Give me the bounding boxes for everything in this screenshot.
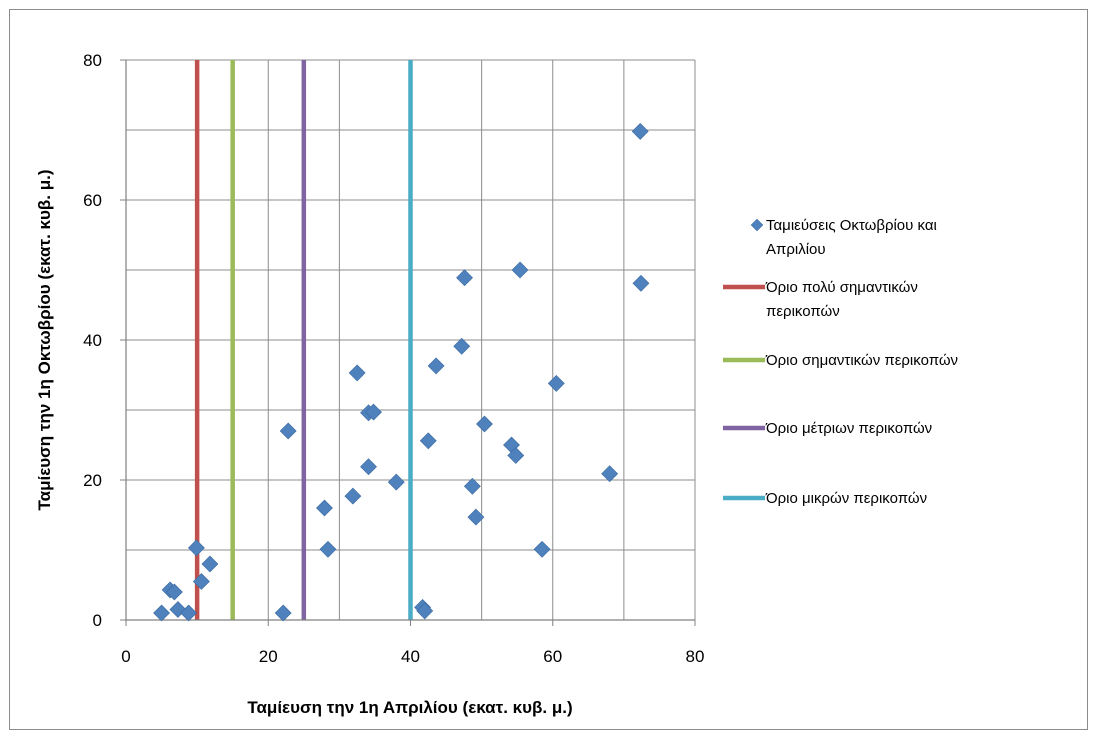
scatter-point bbox=[467, 508, 485, 526]
scatter-point bbox=[344, 487, 362, 505]
scatter-point bbox=[601, 465, 619, 483]
y-tick-label: 60 bbox=[83, 191, 102, 210]
axes: 0 20 40 60 80 0 20 40 60 80 bbox=[83, 51, 704, 666]
scatter-point bbox=[187, 539, 205, 557]
x-tick-label: 60 bbox=[543, 647, 562, 666]
x-tick-label: 40 bbox=[401, 647, 420, 666]
scatter-point bbox=[533, 540, 551, 558]
legend-label: Όριο μικρών περικοπών bbox=[765, 490, 927, 507]
y-tick-label: 0 bbox=[93, 611, 102, 630]
scatter-point bbox=[365, 403, 382, 421]
scatter-point bbox=[453, 337, 471, 355]
x-axis-title: Ταμίευση την 1η Απριλίου (εκατ. κυβ. μ.) bbox=[247, 698, 572, 717]
y-axis-title: Ταμίευση την 1η Οκτωβρίου (εκατ. κυβ. μ.… bbox=[35, 169, 54, 510]
scatter-point bbox=[274, 604, 292, 622]
y-tick-label: 20 bbox=[83, 471, 102, 490]
scatter-point bbox=[427, 357, 445, 375]
legend-label: Όριο μέτριων περικοπών bbox=[765, 420, 932, 437]
scatter-point bbox=[416, 602, 434, 620]
scatter-point bbox=[387, 473, 405, 491]
y-tick-label: 80 bbox=[83, 51, 102, 70]
legend-label: Όριο πολύ σημαντικών περικοπών bbox=[765, 279, 918, 320]
x-tick-label: 80 bbox=[686, 647, 705, 666]
scatter-point bbox=[319, 540, 337, 558]
scatter-point bbox=[511, 261, 529, 279]
scatter-point bbox=[547, 374, 565, 392]
legend-marker bbox=[750, 218, 764, 232]
y-tick-label: 40 bbox=[83, 331, 102, 350]
scatter-point bbox=[201, 555, 219, 573]
scatter-point bbox=[165, 583, 183, 601]
scatter-point bbox=[180, 604, 198, 622]
x-tick-label: 20 bbox=[259, 647, 278, 666]
scatter-point bbox=[192, 573, 210, 590]
scatter-point bbox=[456, 269, 473, 287]
legend-label: Όριο σημαντικών περικοπών bbox=[765, 352, 958, 369]
scatter-point bbox=[316, 499, 333, 517]
legend-label: Ταμιεύσεις Οκτωβρίου και Απριλίου bbox=[766, 217, 937, 258]
scatter-point bbox=[631, 122, 649, 140]
scatter-point bbox=[507, 447, 525, 464]
scatter-point bbox=[348, 364, 366, 382]
scatter-point bbox=[153, 604, 170, 622]
scatter-point bbox=[463, 477, 481, 495]
x-tick-label: 0 bbox=[121, 647, 130, 666]
legend: Ταμιεύσεις Οκτωβρίου και Απριλίου Όριο πολ… bbox=[723, 217, 958, 507]
scatter-point bbox=[476, 415, 493, 433]
scatter-point bbox=[279, 422, 297, 440]
threshold-lines bbox=[194, 60, 413, 620]
scatter-point bbox=[419, 432, 437, 450]
scatter-point bbox=[632, 274, 650, 292]
data-points bbox=[153, 122, 650, 622]
scatter-point bbox=[360, 458, 377, 476]
